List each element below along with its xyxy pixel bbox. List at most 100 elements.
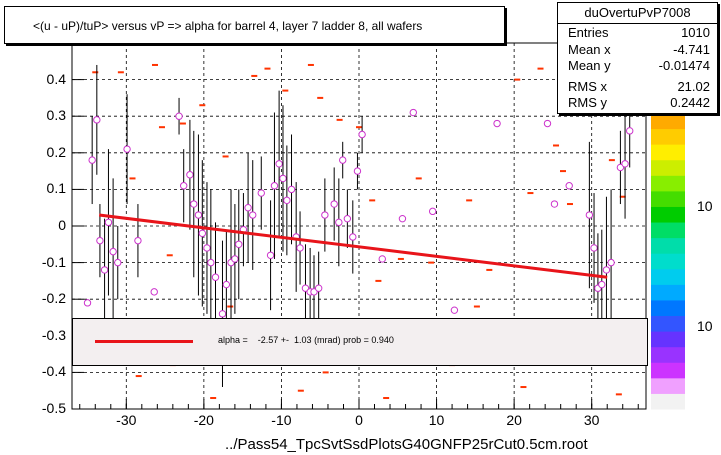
scatter-point	[527, 192, 534, 195]
profile-point	[349, 233, 357, 241]
color-scale-band	[651, 237, 685, 254]
profile-point	[150, 288, 158, 296]
color-scale-band	[651, 377, 685, 394]
color-scale-band	[651, 222, 685, 239]
profile-point	[222, 280, 231, 289]
scatter-point	[92, 71, 99, 74]
x-tick-label: -10	[271, 412, 292, 428]
y-tick-label: 0	[58, 217, 66, 233]
color-scale-band	[651, 268, 685, 285]
scatter-point	[566, 203, 573, 206]
fit-legend-text: alpha = -2.57 +- 1.03 (mrad) prob = 0.94…	[218, 335, 394, 345]
stats-title: duOvertuPvP7008	[558, 3, 717, 24]
scatter-point	[264, 67, 271, 70]
scatter-point	[222, 155, 229, 158]
profile-point	[218, 310, 227, 318]
stats-key: Mean y	[568, 58, 611, 73]
profile-point	[287, 185, 296, 194]
scatter-point	[166, 254, 173, 257]
scatter-point	[466, 199, 473, 202]
scatter-point	[473, 305, 480, 308]
color-scale-band	[651, 190, 685, 207]
color-scale-band	[651, 206, 685, 223]
profile-point	[266, 251, 275, 259]
color-scale-band	[651, 113, 685, 130]
scatter-point	[129, 177, 136, 180]
profile-point	[626, 127, 634, 135]
scatter-point	[135, 375, 142, 378]
y-tick-label: 0.4	[46, 70, 66, 87]
profile-point	[109, 247, 117, 256]
profile-point	[339, 156, 347, 164]
profile-point	[175, 112, 183, 120]
color-scale-band	[651, 393, 685, 410]
y-tick-label: -0.3	[41, 326, 66, 343]
x-tick-label: 20	[506, 412, 522, 428]
profile-point	[450, 306, 459, 314]
scatter-point	[322, 371, 329, 374]
scatter-point	[117, 71, 124, 74]
profile-point	[550, 200, 559, 208]
x-tick-label: 30	[583, 412, 600, 428]
color-scale-band	[651, 144, 685, 161]
scatter-point	[151, 63, 158, 66]
scatter-point	[560, 170, 567, 173]
scatter-point	[428, 261, 435, 264]
scatter-point	[336, 118, 343, 121]
scatter-point	[397, 257, 404, 260]
scatter-point	[317, 96, 324, 99]
profile-point	[330, 200, 338, 208]
stats-value: 0.2442	[670, 95, 710, 110]
stats-key: RMS y	[568, 95, 607, 110]
profile-point	[83, 299, 92, 307]
y-tick-label: -0.4	[41, 363, 66, 380]
profile-point	[493, 119, 501, 128]
color-scale-band	[651, 346, 685, 363]
profile-point	[249, 211, 257, 219]
scatter-point	[415, 177, 422, 180]
x-tick-label: -30	[116, 412, 137, 428]
stats-row-entries: Entries 1010	[568, 25, 710, 42]
profile-point	[179, 182, 188, 190]
scatter-point	[251, 74, 258, 77]
y-tick-label: -0.5	[41, 400, 66, 416]
y-tick-label: 0.3	[46, 107, 66, 124]
profile-point	[96, 236, 104, 245]
stats-row-rms-y: RMS y 0.2442	[568, 95, 710, 112]
profile-point	[207, 258, 215, 267]
y-tick-label: -0.1	[41, 253, 66, 270]
color-scale-band	[651, 284, 685, 301]
x-tick-label: -20	[193, 412, 214, 428]
profile-point	[275, 160, 283, 168]
profile-point	[244, 204, 252, 212]
scatter-point	[356, 126, 362, 129]
profile-point	[409, 108, 417, 117]
profile-point	[353, 167, 362, 175]
fit-layer	[98, 213, 608, 279]
profile-point	[358, 130, 366, 139]
scatter-point	[383, 397, 390, 400]
scatter-point	[307, 63, 314, 66]
fit-line	[98, 213, 608, 279]
profile-point	[198, 229, 207, 238]
color-scale-band	[651, 253, 685, 270]
color-scale-bands	[651, 113, 685, 410]
stats-value: 1010	[681, 25, 710, 40]
scatter-point	[179, 122, 186, 125]
profile-point	[279, 174, 287, 183]
z-axis-label: 10	[697, 198, 713, 214]
scatter-point	[297, 389, 304, 392]
scatter-point	[375, 279, 382, 282]
profile-point	[296, 244, 304, 252]
scatter-point	[227, 305, 234, 308]
profile-point	[598, 280, 606, 289]
color-scale-band	[651, 299, 685, 317]
scatter-point	[210, 397, 217, 400]
profile-point	[283, 196, 291, 205]
profile-point	[314, 284, 323, 292]
stats-row-mean-y: Mean y -0.01474	[568, 58, 710, 75]
profile-point	[123, 145, 131, 153]
z-axis-label: 10	[697, 318, 713, 334]
scatter-point	[619, 195, 626, 198]
profile-point	[231, 255, 239, 263]
